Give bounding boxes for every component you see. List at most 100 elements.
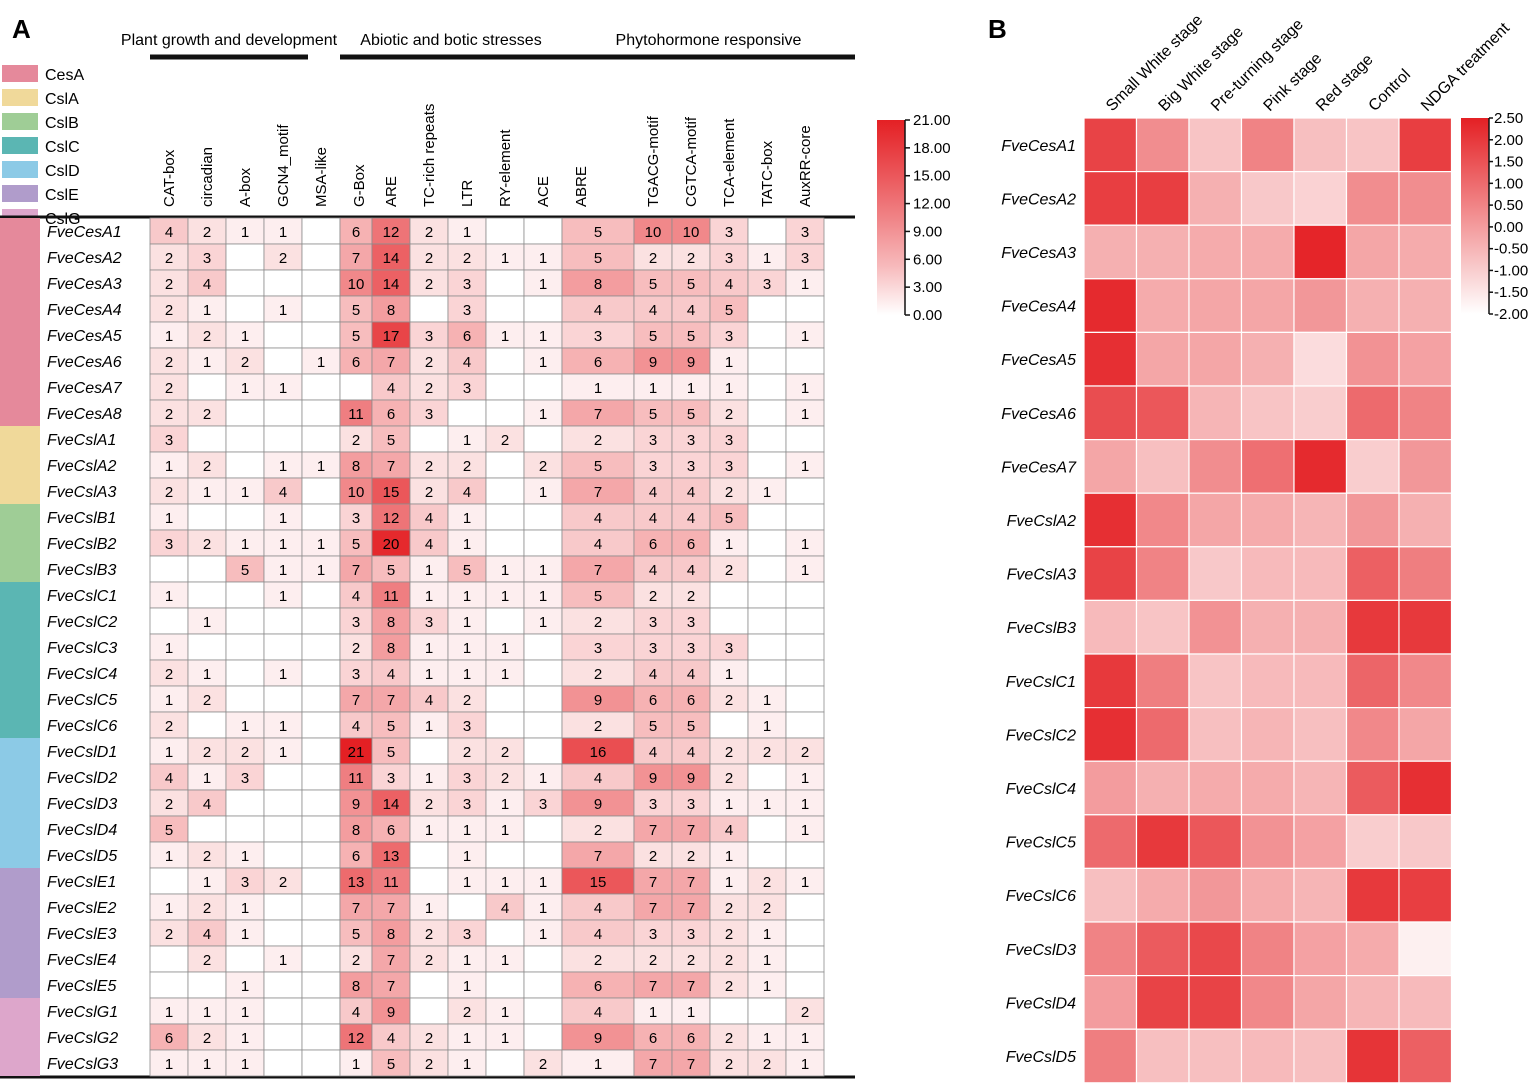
cell-value: 2 xyxy=(594,614,602,631)
cell-value: 4 xyxy=(649,302,657,319)
cell xyxy=(263,425,303,453)
cell xyxy=(263,659,303,687)
colorbar-a xyxy=(877,120,905,315)
cell xyxy=(263,503,303,531)
cell-value: 1 xyxy=(279,536,287,553)
cell xyxy=(633,633,673,661)
expr-gene-label: FveCesA2 xyxy=(1001,191,1076,208)
cell xyxy=(409,425,449,453)
cell xyxy=(671,217,711,245)
cell xyxy=(149,347,189,375)
gene-label: FveCesA1 xyxy=(47,224,122,241)
cell-value: 1 xyxy=(649,1004,657,1021)
cell xyxy=(523,971,563,999)
cell-value: 1 xyxy=(539,484,547,501)
cell xyxy=(409,477,449,505)
cell xyxy=(187,425,227,453)
cell-value: 2 xyxy=(425,458,433,475)
cell-value: 1 xyxy=(352,1056,360,1073)
cell xyxy=(301,711,341,739)
cell-value: 1 xyxy=(539,354,547,371)
family-bar-CslB xyxy=(0,504,40,582)
expr-gene-label: FveCslC6 xyxy=(1006,888,1076,905)
cell-value: 1 xyxy=(165,640,173,657)
cell-value: 5 xyxy=(594,250,602,267)
cell-value: 2 xyxy=(687,588,695,605)
cell xyxy=(187,633,227,661)
cell-value: 1 xyxy=(463,952,471,969)
cell-value: 6 xyxy=(649,692,657,709)
cell-value: 1 xyxy=(539,900,547,917)
cell xyxy=(339,841,373,869)
gene-label: FveCesA8 xyxy=(47,406,122,423)
cell-value: 1 xyxy=(203,1056,211,1073)
cell-value: 4 xyxy=(594,510,602,527)
cell xyxy=(447,1049,487,1077)
cell-value: 2 xyxy=(725,1056,733,1073)
cell xyxy=(447,945,487,973)
cell xyxy=(561,477,635,505)
cell xyxy=(485,399,525,427)
cell-value: 1 xyxy=(801,406,809,423)
cell xyxy=(339,763,373,791)
expr-cell xyxy=(1240,278,1295,333)
expr-gene-label: FveCesA5 xyxy=(1001,352,1076,369)
cell xyxy=(149,737,189,765)
expr-col-header: NDGA treatment xyxy=(1418,19,1513,114)
cell-value: 2 xyxy=(203,458,211,475)
cell-value: 2 xyxy=(725,692,733,709)
cell xyxy=(671,711,711,739)
cell xyxy=(523,321,563,349)
cell-value: 2 xyxy=(425,952,433,969)
cell-value: 2 xyxy=(425,354,433,371)
cell-value: 12 xyxy=(383,510,400,527)
cell xyxy=(485,737,525,765)
cell xyxy=(523,711,563,739)
family-bar-CslC xyxy=(0,582,40,738)
cell xyxy=(187,555,227,583)
cell-value: 4 xyxy=(279,484,287,501)
expr-cell xyxy=(1083,331,1138,387)
cell xyxy=(747,477,787,505)
cell-value: 3 xyxy=(687,432,695,449)
expr-cell xyxy=(1345,439,1400,494)
cell xyxy=(263,321,303,349)
colorbar-b-label: -2.00 xyxy=(1494,306,1528,323)
cell-value: 1 xyxy=(241,224,249,241)
family-bar-CesA xyxy=(0,218,40,426)
cell xyxy=(671,659,711,687)
cell xyxy=(709,841,749,869)
cell-value: 4 xyxy=(594,900,602,917)
cell xyxy=(523,477,563,505)
cell-value: 1 xyxy=(165,692,173,709)
expr-cell xyxy=(1240,439,1295,494)
cell xyxy=(447,373,487,401)
cell-value: 9 xyxy=(687,354,695,371)
cell-value: 14 xyxy=(383,250,400,267)
cell-value: 5 xyxy=(352,926,360,943)
cell xyxy=(371,841,411,869)
cell-value: 7 xyxy=(687,822,695,839)
cell-value: 7 xyxy=(649,874,657,891)
cell xyxy=(785,893,825,921)
col-header: MSA-like xyxy=(313,147,330,207)
cell xyxy=(523,425,563,453)
cell-value: 1 xyxy=(241,978,249,995)
colorbar-b-label: 2.50 xyxy=(1494,110,1523,127)
cell-value: 1 xyxy=(463,1056,471,1073)
expr-cell xyxy=(1083,921,1138,977)
cell-value: 1 xyxy=(463,614,471,631)
cell-value: 2 xyxy=(725,926,733,943)
cell-value: 4 xyxy=(725,276,733,293)
expr-gene-label: FveCesA7 xyxy=(1001,459,1077,476)
cell-value: 7 xyxy=(649,822,657,839)
cell-value: 3 xyxy=(352,614,360,631)
cell-value: 2 xyxy=(501,744,509,761)
gene-label: FveCesA7 xyxy=(47,380,123,397)
cell xyxy=(747,399,787,427)
cell-value: 5 xyxy=(687,276,695,293)
cell-value: 5 xyxy=(165,822,173,839)
expr-col-header: Control xyxy=(1366,66,1414,114)
cell-value: 3 xyxy=(687,614,695,631)
legend-swatch-CslD xyxy=(2,161,38,178)
